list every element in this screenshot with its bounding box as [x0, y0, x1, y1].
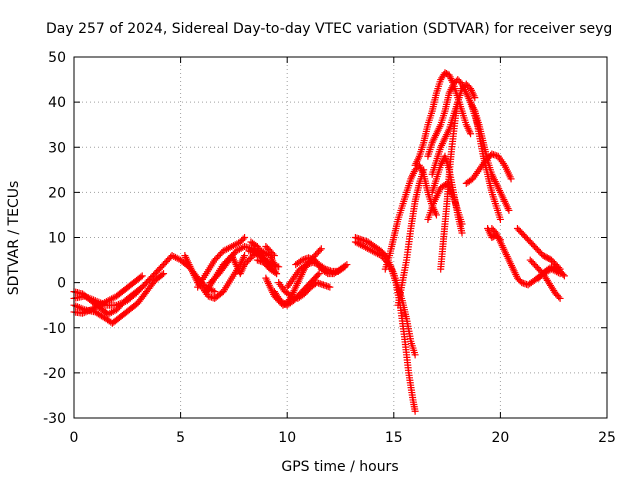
x-tick-label: 25: [598, 430, 616, 446]
data-point: [560, 272, 568, 280]
data-point: [80, 309, 88, 317]
y-tick-label: 10: [48, 231, 66, 247]
series-track-w: [424, 76, 483, 160]
y-tick-label: -10: [43, 321, 66, 337]
data-point: [471, 94, 479, 102]
y-tick-label: 0: [57, 276, 66, 292]
series-track-u: [394, 166, 428, 309]
data-point: [458, 229, 466, 237]
series-track-i: [245, 247, 283, 271]
series-track-g: [202, 247, 278, 296]
y-tick-label: -30: [43, 411, 66, 427]
data-point: [559, 271, 567, 279]
series-track-ai: [484, 224, 504, 244]
data-point: [239, 235, 247, 243]
x-tick-label: 20: [491, 430, 509, 446]
data-point: [138, 272, 146, 280]
data-point: [286, 291, 294, 299]
data-point: [260, 252, 268, 260]
data-point: [411, 407, 419, 415]
data-point: [315, 270, 323, 278]
data-point: [84, 307, 92, 315]
series-track-ad: [471, 107, 504, 223]
x-tick-label: 10: [278, 430, 296, 446]
series-track-k: [262, 243, 278, 260]
y-tick-label: 50: [48, 50, 66, 66]
data-point: [454, 98, 462, 106]
data-point: [301, 262, 309, 270]
data-point: [209, 287, 217, 295]
data-point: [496, 215, 504, 223]
data-point: [341, 262, 349, 270]
data-point: [269, 250, 277, 258]
data-point: [432, 211, 440, 219]
series-track-f: [194, 234, 249, 291]
series-track-e: [181, 252, 249, 302]
x-axis-label: GPS time / hours: [281, 459, 398, 475]
y-axis-label: SDTVAR / TECUs: [6, 181, 22, 296]
series-track-l: [247, 238, 268, 260]
series-track-d: [70, 288, 142, 309]
data-point: [314, 271, 322, 279]
data-marks: [70, 69, 568, 415]
data-point: [82, 308, 90, 316]
data-point: [297, 257, 305, 265]
data-point: [505, 206, 513, 214]
data-point: [420, 166, 428, 174]
data-point: [467, 130, 475, 138]
data-point: [343, 261, 351, 269]
chart-title: Day 257 of 2024, Sidereal Day-to-day VTE…: [46, 21, 612, 37]
y-tick-label: 40: [48, 95, 66, 111]
data-point: [316, 246, 324, 254]
data-point: [211, 288, 219, 296]
data-point: [132, 289, 140, 297]
y-tick-label: -20: [43, 366, 66, 382]
x-tick-label: 0: [70, 430, 79, 446]
data-point: [270, 252, 278, 260]
series-track-q: [292, 254, 351, 278]
data-point: [555, 293, 563, 301]
data-point: [137, 273, 145, 281]
series-track-s: [351, 238, 419, 359]
data-point: [317, 245, 325, 253]
data-point: [79, 309, 87, 317]
data-point: [322, 268, 330, 276]
data-point: [134, 288, 142, 296]
axis-ticks: 0 5 10 15 20 25 -30 -20 -10 0 10 20 30 40 50: [43, 50, 616, 446]
x-tick-label: 15: [385, 430, 403, 446]
series-track-ah: [535, 263, 568, 282]
data-point: [326, 283, 334, 291]
y-tick-label: 30: [48, 140, 66, 156]
data-point: [495, 234, 503, 242]
data-point: [160, 270, 168, 278]
data-point: [158, 271, 166, 279]
data-point: [556, 294, 564, 302]
series-track-o: [275, 279, 334, 302]
data-point: [85, 306, 93, 314]
data-point: [458, 220, 466, 228]
y-tick-label: 20: [48, 185, 66, 201]
x-tick-label: 5: [176, 430, 185, 446]
series-track-j: [253, 256, 281, 278]
data-point: [496, 236, 504, 244]
data-point: [273, 270, 281, 278]
data-point: [241, 234, 249, 241]
series-track-c: [70, 272, 146, 317]
series-track-aa: [424, 179, 466, 228]
data-point: [241, 252, 249, 260]
data-point: [507, 175, 515, 183]
data-point: [411, 351, 419, 359]
series-track-ag: [526, 256, 564, 302]
data-point: [271, 268, 279, 276]
data-point: [275, 263, 283, 271]
grid: [74, 57, 607, 418]
